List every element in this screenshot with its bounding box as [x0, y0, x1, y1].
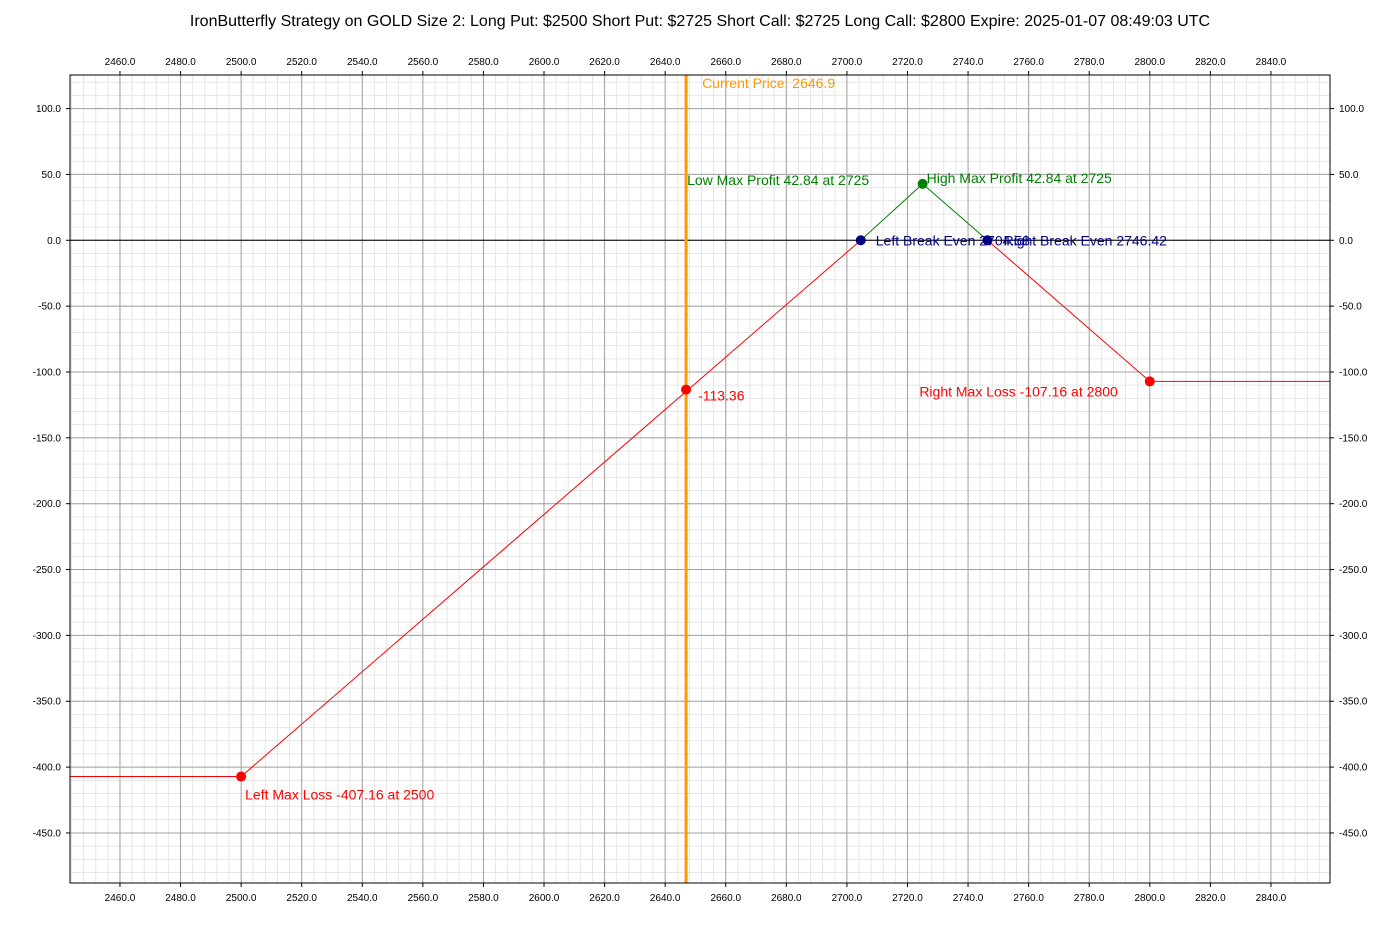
- current-value-label: -113.36: [698, 388, 745, 404]
- right-break-even-label: Right Break Even 2746.42: [1003, 232, 1167, 248]
- plot-background: [70, 75, 1330, 883]
- x-tick-label-bottom: 2760.0: [1013, 893, 1044, 904]
- x-tick-label-top: 2480.0: [165, 57, 196, 68]
- x-tick-label-top: 2540.0: [347, 57, 378, 68]
- x-tick-label-top: 2720.0: [892, 57, 923, 68]
- x-tick-label-top: 2620.0: [589, 57, 620, 68]
- x-tick-label-bottom: 2600.0: [529, 893, 560, 904]
- plot-frame: [69, 74, 1331, 884]
- right-max-loss-marker: [1144, 376, 1155, 387]
- left-break-even-label: Left Break Even 2704.58: [876, 232, 1030, 248]
- y-tick-label-right: -150.0: [1339, 433, 1368, 444]
- current-price-label: Current Price: 2646.9: [702, 75, 835, 91]
- right-max-loss-label: Right Max Loss -107.16 at 2800: [919, 383, 1118, 399]
- y-tick-label-right: -250.0: [1339, 565, 1368, 576]
- x-tick-label-bottom: 2560.0: [408, 893, 439, 904]
- current-value-marker: [681, 384, 692, 395]
- left-break-even-marker: [855, 235, 866, 246]
- x-tick-label-top: 2780.0: [1074, 57, 1105, 68]
- x-tick-label-bottom: 2660.0: [710, 893, 741, 904]
- y-tick-label-right: -100.0: [1339, 367, 1368, 378]
- x-tick-label-bottom: 2540.0: [347, 893, 378, 904]
- y-tick-label-right: 100.0: [1339, 104, 1364, 115]
- x-tick-label-top: 2840.0: [1256, 57, 1287, 68]
- x-tick-label-bottom: 2740.0: [953, 893, 984, 904]
- x-tick-label-bottom: 2720.0: [892, 893, 923, 904]
- axis-ticks: 2460.0 2460.0 2480.0 2480.0 2500.0 2500.0 2520…: [33, 57, 1368, 904]
- y-tick-label-right: 50.0: [1339, 170, 1359, 181]
- x-tick-label-bottom: 2840.0: [1256, 893, 1287, 904]
- max-profit-marker: [917, 178, 928, 189]
- x-tick-label-top: 2580.0: [468, 57, 499, 68]
- left-max-loss-marker: [236, 771, 247, 782]
- max-profit-label: High Max Profit 42.84 at 2725: [927, 170, 1112, 186]
- right-break-even-marker: [982, 235, 993, 246]
- x-tick-label-top: 2700.0: [832, 57, 863, 68]
- y-tick-label-left: -200.0: [33, 499, 62, 510]
- x-tick-label-bottom: 2480.0: [165, 893, 196, 904]
- y-tick-label-right: -450.0: [1339, 828, 1368, 839]
- x-tick-label-bottom: 2680.0: [771, 893, 802, 904]
- y-tick-label-left: -150.0: [33, 433, 62, 444]
- left-max-loss-label: Left Max Loss -407.16 at 2500: [245, 787, 434, 803]
- annotation-labels: Low Max Profit 42.84 at 2725 Left Max Lo…: [245, 170, 1167, 803]
- y-tick-label-left: -350.0: [33, 697, 62, 708]
- y-tick-label-left: 50.0: [42, 170, 62, 181]
- y-tick-label-right: -400.0: [1339, 763, 1368, 774]
- x-tick-label-top: 2680.0: [771, 57, 802, 68]
- x-tick-label-top: 2800.0: [1134, 57, 1165, 68]
- major-grid: [70, 75, 1330, 883]
- x-tick-label-top: 2640.0: [650, 57, 681, 68]
- y-tick-label-left: -100.0: [33, 367, 62, 378]
- x-tick-label-top: 2820.0: [1195, 57, 1226, 68]
- x-tick-label-top: 2560.0: [408, 57, 439, 68]
- x-tick-label-top: 2740.0: [953, 57, 984, 68]
- y-tick-label-left: -400.0: [33, 763, 62, 774]
- x-tick-label-bottom: 2700.0: [832, 893, 863, 904]
- x-tick-label-bottom: 2800.0: [1134, 893, 1165, 904]
- x-tick-label-bottom: 2580.0: [468, 893, 499, 904]
- y-tick-label-right: -350.0: [1339, 697, 1368, 708]
- x-tick-label-bottom: 2620.0: [589, 893, 620, 904]
- x-tick-label-bottom: 2520.0: [286, 893, 317, 904]
- x-tick-label-bottom: 2500.0: [226, 893, 257, 904]
- markers: [236, 178, 1155, 782]
- x-tick-label-top: 2500.0: [226, 57, 257, 68]
- x-tick-label-top: 2520.0: [286, 57, 317, 68]
- x-tick-label-bottom: 2780.0: [1074, 893, 1105, 904]
- x-tick-label-bottom: 2460.0: [105, 893, 136, 904]
- x-tick-label-top: 2660.0: [710, 57, 741, 68]
- x-tick-label-top: 2600.0: [529, 57, 560, 68]
- low-max-profit-label: Low Max Profit 42.84 at 2725: [687, 172, 869, 188]
- x-tick-label-bottom: 2820.0: [1195, 893, 1226, 904]
- y-tick-label-right: -50.0: [1339, 302, 1362, 313]
- y-tick-label-left: -50.0: [38, 302, 61, 313]
- y-tick-label-left: 100.0: [36, 104, 61, 115]
- y-tick-label-right: 0.0: [1339, 236, 1353, 247]
- x-tick-label-top: 2760.0: [1013, 57, 1044, 68]
- y-tick-label-right: -300.0: [1339, 631, 1368, 642]
- y-tick-label-left: -250.0: [33, 565, 62, 576]
- y-tick-label-left: 0.0: [47, 236, 61, 247]
- y-tick-label-right: -200.0: [1339, 499, 1368, 510]
- x-tick-label-top: 2460.0: [105, 57, 136, 68]
- y-tick-label-left: -450.0: [33, 828, 62, 839]
- y-tick-label-left: -300.0: [33, 631, 62, 642]
- x-tick-label-bottom: 2640.0: [650, 893, 681, 904]
- chart-title: IronButterfly Strategy on GOLD Size 2: L…: [189, 13, 1211, 30]
